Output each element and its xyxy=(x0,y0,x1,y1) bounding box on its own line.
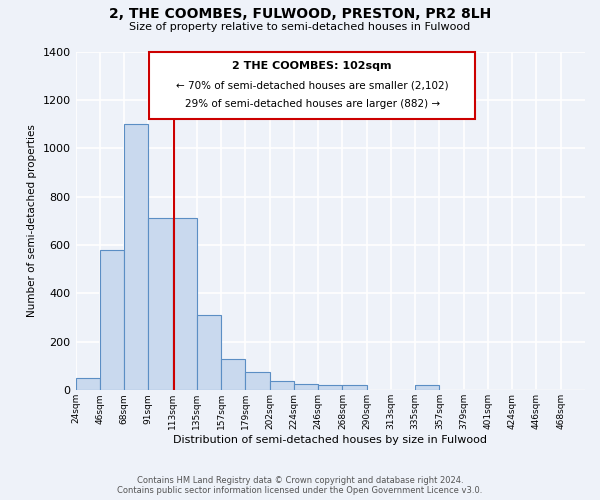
Text: 2, THE COOMBES, FULWOOD, PRESTON, PR2 8LH: 2, THE COOMBES, FULWOOD, PRESTON, PR2 8L… xyxy=(109,8,491,22)
Text: Contains HM Land Registry data © Crown copyright and database right 2024.
Contai: Contains HM Land Registry data © Crown c… xyxy=(118,476,482,495)
Bar xyxy=(76,378,100,390)
Bar xyxy=(269,380,294,390)
Text: 29% of semi-detached houses are larger (882) →: 29% of semi-detached houses are larger (… xyxy=(185,100,440,110)
Bar xyxy=(245,372,269,390)
Text: 2 THE COOMBES: 102sqm: 2 THE COOMBES: 102sqm xyxy=(232,62,392,72)
Bar xyxy=(197,316,221,390)
Bar xyxy=(343,386,367,390)
Bar xyxy=(318,386,343,390)
Y-axis label: Number of semi-detached properties: Number of semi-detached properties xyxy=(27,124,37,318)
Bar xyxy=(124,124,148,390)
Bar xyxy=(148,218,173,390)
Text: Size of property relative to semi-detached houses in Fulwood: Size of property relative to semi-detach… xyxy=(130,22,470,32)
Bar xyxy=(173,218,197,390)
Bar xyxy=(100,250,124,390)
Bar xyxy=(294,384,318,390)
Bar xyxy=(415,386,439,390)
FancyBboxPatch shape xyxy=(149,52,475,120)
Text: ← 70% of semi-detached houses are smaller (2,102): ← 70% of semi-detached houses are smalle… xyxy=(176,80,448,90)
X-axis label: Distribution of semi-detached houses by size in Fulwood: Distribution of semi-detached houses by … xyxy=(173,435,487,445)
Bar xyxy=(221,359,245,390)
